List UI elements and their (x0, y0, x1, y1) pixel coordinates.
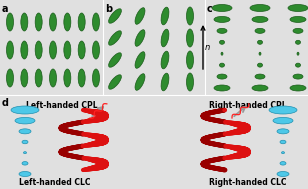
Ellipse shape (21, 69, 28, 87)
Ellipse shape (259, 52, 261, 55)
Ellipse shape (217, 74, 227, 79)
Ellipse shape (6, 69, 14, 87)
Text: n: n (205, 43, 210, 51)
Ellipse shape (64, 13, 71, 31)
Ellipse shape (35, 13, 42, 31)
Text: Left-handed CPL: Left-handed CPL (26, 101, 98, 110)
Ellipse shape (187, 29, 193, 47)
Ellipse shape (22, 162, 28, 165)
Ellipse shape (135, 52, 145, 68)
Ellipse shape (92, 13, 99, 31)
Text: b: b (105, 4, 112, 14)
Ellipse shape (220, 40, 225, 44)
Text: Right-handed CPL: Right-handed CPL (209, 101, 287, 110)
Ellipse shape (269, 106, 297, 114)
Ellipse shape (23, 152, 26, 154)
Ellipse shape (50, 41, 56, 59)
Ellipse shape (11, 106, 39, 114)
Ellipse shape (78, 69, 85, 87)
Ellipse shape (257, 63, 262, 67)
Ellipse shape (135, 30, 145, 46)
Ellipse shape (221, 52, 223, 55)
Ellipse shape (214, 16, 230, 22)
Ellipse shape (288, 5, 308, 12)
Ellipse shape (297, 52, 299, 55)
Ellipse shape (295, 40, 301, 44)
Ellipse shape (214, 85, 230, 91)
Ellipse shape (35, 69, 42, 87)
Ellipse shape (15, 117, 35, 124)
Ellipse shape (273, 117, 293, 124)
Text: Left-handed CLC: Left-handed CLC (19, 178, 91, 187)
Ellipse shape (295, 63, 301, 67)
Ellipse shape (161, 29, 169, 47)
Ellipse shape (92, 69, 99, 87)
Ellipse shape (50, 69, 56, 87)
Ellipse shape (290, 16, 306, 22)
Ellipse shape (135, 8, 145, 24)
Ellipse shape (21, 13, 28, 31)
Ellipse shape (252, 16, 268, 22)
Text: a: a (2, 4, 9, 14)
Text: Right-handed CLC: Right-handed CLC (209, 178, 287, 187)
Ellipse shape (252, 85, 268, 91)
Ellipse shape (293, 74, 303, 79)
Ellipse shape (6, 41, 14, 59)
Ellipse shape (19, 129, 31, 134)
Ellipse shape (187, 7, 193, 25)
Ellipse shape (6, 13, 14, 31)
Ellipse shape (250, 5, 270, 12)
Text: c: c (207, 4, 213, 14)
Ellipse shape (290, 85, 306, 91)
Ellipse shape (22, 140, 28, 144)
Ellipse shape (280, 140, 286, 144)
Ellipse shape (78, 41, 85, 59)
Ellipse shape (50, 13, 56, 31)
Ellipse shape (293, 28, 303, 33)
Ellipse shape (187, 73, 193, 91)
Ellipse shape (280, 162, 286, 165)
Ellipse shape (21, 41, 28, 59)
Ellipse shape (109, 9, 121, 23)
Ellipse shape (109, 53, 121, 67)
Ellipse shape (257, 40, 262, 44)
Ellipse shape (255, 28, 265, 33)
Ellipse shape (187, 51, 193, 69)
Ellipse shape (19, 171, 31, 177)
Ellipse shape (78, 13, 85, 31)
Ellipse shape (64, 41, 71, 59)
Ellipse shape (277, 171, 289, 177)
Text: d: d (2, 98, 9, 108)
Ellipse shape (161, 51, 169, 69)
Ellipse shape (217, 28, 227, 33)
Ellipse shape (282, 152, 285, 154)
Ellipse shape (92, 41, 99, 59)
Ellipse shape (277, 129, 289, 134)
Ellipse shape (135, 74, 145, 90)
Ellipse shape (255, 74, 265, 79)
Ellipse shape (35, 41, 42, 59)
Ellipse shape (212, 5, 232, 12)
Ellipse shape (109, 75, 121, 89)
Ellipse shape (161, 7, 169, 25)
Ellipse shape (64, 69, 71, 87)
Ellipse shape (109, 31, 121, 45)
Ellipse shape (161, 73, 169, 91)
Ellipse shape (220, 63, 225, 67)
